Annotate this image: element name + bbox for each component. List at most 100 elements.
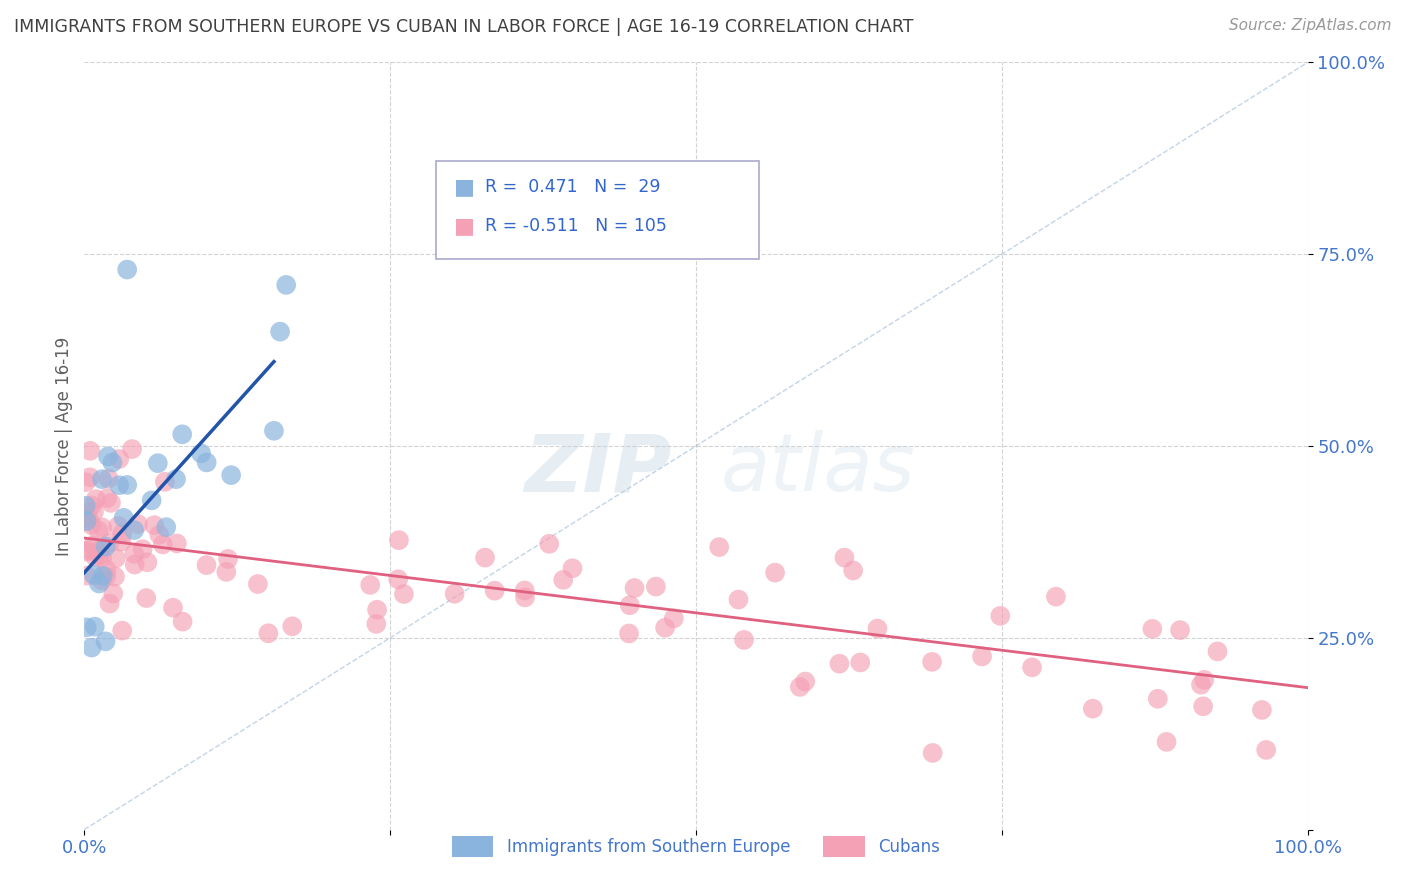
Point [89,542,111,557]
Point [1045,590,1067,604]
Point [87,576,110,591]
Point [727,592,749,607]
Point [215,565,238,579]
Point [443,587,465,601]
Point [662,611,685,625]
Point [97,472,120,486]
Point [91,569,114,583]
Point [281,619,304,633]
Point [112,511,135,525]
Point [104,569,127,583]
Point [96,569,118,583]
Point [101,456,124,470]
Text: ZIP: ZIP [524,430,672,508]
Point [172,615,194,629]
Point [195,455,218,469]
Point [1168,623,1191,637]
Point [1156,735,1178,749]
Point [733,632,755,647]
Point [921,746,943,760]
Point [645,580,668,594]
Point [77,511,100,525]
Point [80,640,103,655]
Point [83,505,105,519]
Point [124,547,146,561]
Point [136,555,159,569]
Point [84,492,107,507]
Point [91,472,114,486]
Point [172,427,194,442]
Point [107,519,129,533]
Point [122,523,145,537]
Point [1251,703,1274,717]
Point [76,505,98,519]
Point [970,649,993,664]
Text: R = -0.511   N = 105: R = -0.511 N = 105 [485,217,666,235]
Point [165,472,187,486]
Point [90,574,112,588]
Point [79,443,101,458]
Text: IMMIGRANTS FROM SOUTHERN EUROPE VS CUBAN IN LABOR FORCE | AGE 16-19 CORRELATION : IMMIGRANTS FROM SOUTHERN EUROPE VS CUBAN… [14,18,914,36]
Point [75,475,97,490]
Point [1256,743,1278,757]
Point [388,533,411,548]
Point [91,550,114,565]
Point [148,527,170,541]
Point [1192,699,1215,714]
Point [195,558,218,572]
Point [484,583,506,598]
Point [623,581,645,595]
Point [921,655,943,669]
Text: R =  0.471   N =  29: R = 0.471 N = 29 [485,178,661,196]
Point [849,656,872,670]
Point [131,542,153,557]
Point [513,583,536,598]
Point [263,424,285,438]
Point [84,549,107,564]
Point [1146,691,1168,706]
Text: atlas: atlas [720,430,915,508]
Point [76,568,98,582]
Point [553,573,575,587]
Point [866,622,889,636]
Text: Source: ZipAtlas.com: Source: ZipAtlas.com [1229,18,1392,33]
Point [155,520,177,534]
Point [75,544,97,558]
Point [619,598,641,612]
Point [108,452,131,467]
Point [538,537,561,551]
Point [108,478,131,492]
Text: ■: ■ [454,178,475,197]
Point [709,540,731,554]
Point [828,657,851,671]
Point [988,608,1011,623]
Point [152,537,174,551]
Point [94,540,117,554]
Point [104,551,127,566]
Point [111,624,134,638]
Point [162,600,184,615]
Point [387,572,409,586]
Point [246,577,269,591]
Point [82,538,104,552]
Point [146,456,169,470]
Point [75,509,97,524]
Point [1081,701,1104,715]
Point [115,478,138,492]
Point [77,543,100,558]
Point [97,450,120,464]
Text: ■: ■ [454,216,475,235]
Point [834,550,856,565]
Point [87,524,110,538]
Point [100,496,122,510]
Point [121,442,143,456]
Point [111,526,134,541]
Point [141,493,163,508]
Point [80,499,103,513]
Point [842,564,865,578]
Point [98,535,121,549]
Point [217,552,239,566]
Point [219,468,242,483]
Point [474,550,496,565]
Point [269,325,291,339]
